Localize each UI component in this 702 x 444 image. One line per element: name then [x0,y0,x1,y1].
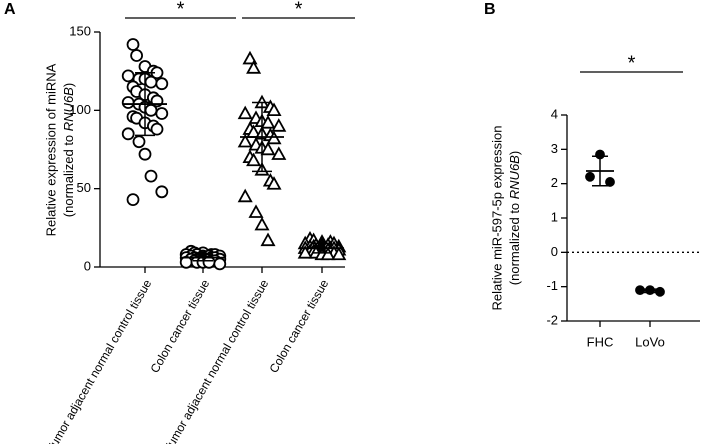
y-axis-label-part: (normalized to [507,199,522,285]
y-tick-label: 3 [551,141,558,156]
error-bar [592,155,608,187]
data-point [144,103,158,117]
data-point [246,60,262,74]
data-point [331,246,347,261]
y-tick-label: -2 [546,312,558,327]
data-point [237,188,253,203]
data-point [237,105,253,120]
y-axis-label-part: ) [507,151,522,155]
x-tick-label: Colon cancer tissue [148,277,213,376]
y-axis-label-line: (normalized to RNU6B) [61,83,76,217]
data-point [155,77,169,91]
data-point [126,38,140,51]
error-bar [312,242,332,254]
data-point [144,75,158,89]
y-axis-label-part: RNU6B [507,155,522,199]
x-tick-label: Tumor adjacent normal control tissue [44,277,155,444]
data-point [248,204,264,218]
data-point [138,147,152,161]
y-tick-label: 4 [551,106,558,121]
data-point [260,141,276,156]
data-point [150,122,164,136]
data-point [254,216,270,231]
x-tick-label: FHC [587,334,614,349]
data-point [260,115,276,129]
y-axis-label-line: (normalized to RNU6B) [507,151,522,285]
data-point [121,96,135,109]
data-point [605,177,615,187]
data-point [126,193,140,207]
y-tick-label: 0 [551,244,558,259]
y-axis-label-part: (normalized to [61,131,76,217]
error-bar [135,71,155,137]
y-tick-label: 50 [77,180,91,195]
data-point [271,118,287,132]
y-axis-label: Relative expression of miRNA (normalized … [43,63,76,236]
data-point [320,246,336,261]
x-tick-label: LoVo [635,334,665,349]
panel-label: A [4,1,16,18]
data-point [266,130,282,145]
data-point [144,169,158,183]
data-point [155,107,169,120]
y-tick-label: 1 [551,209,558,224]
y-tick-label: 2 [551,175,558,190]
data-point [271,146,287,160]
data-point [213,257,227,271]
y-axis-label-part: ) [61,83,76,87]
data-point [237,133,253,148]
data-point [297,245,313,259]
significance-label: * [177,0,185,20]
error-bar [642,288,658,294]
error-bar [252,101,272,173]
y-tick-label: 150 [69,23,91,38]
y-tick-label: 0 [84,258,91,273]
data-point [121,127,135,141]
y-axis-label-line: Relative miR-597-5p expression [489,126,504,311]
y-axis-label-part: RNU6B [61,87,76,131]
x-tick-label: Tumor adjacent normal control tissue [161,277,272,444]
y-axis-label-line: Relative expression of miRNA [43,63,58,236]
data-point [121,69,135,83]
data-point [132,135,146,149]
data-point [155,185,169,199]
x-tick-label: Colon cancer tissue [267,277,332,376]
data-point [246,152,262,167]
data-point [130,49,144,62]
significance-label: * [295,0,303,20]
y-axis-label: Relative miR-597-5p expression (normalize… [489,126,522,311]
data-point [260,232,276,247]
data-point [266,176,282,190]
data-point [585,171,595,182]
data-point [266,102,282,117]
significance-label: * [628,52,636,74]
data-point [242,50,258,65]
error-bar [193,253,213,262]
panel-label: B [484,1,496,18]
y-tick-label: -1 [546,278,558,293]
y-tick-label: 100 [69,102,91,117]
